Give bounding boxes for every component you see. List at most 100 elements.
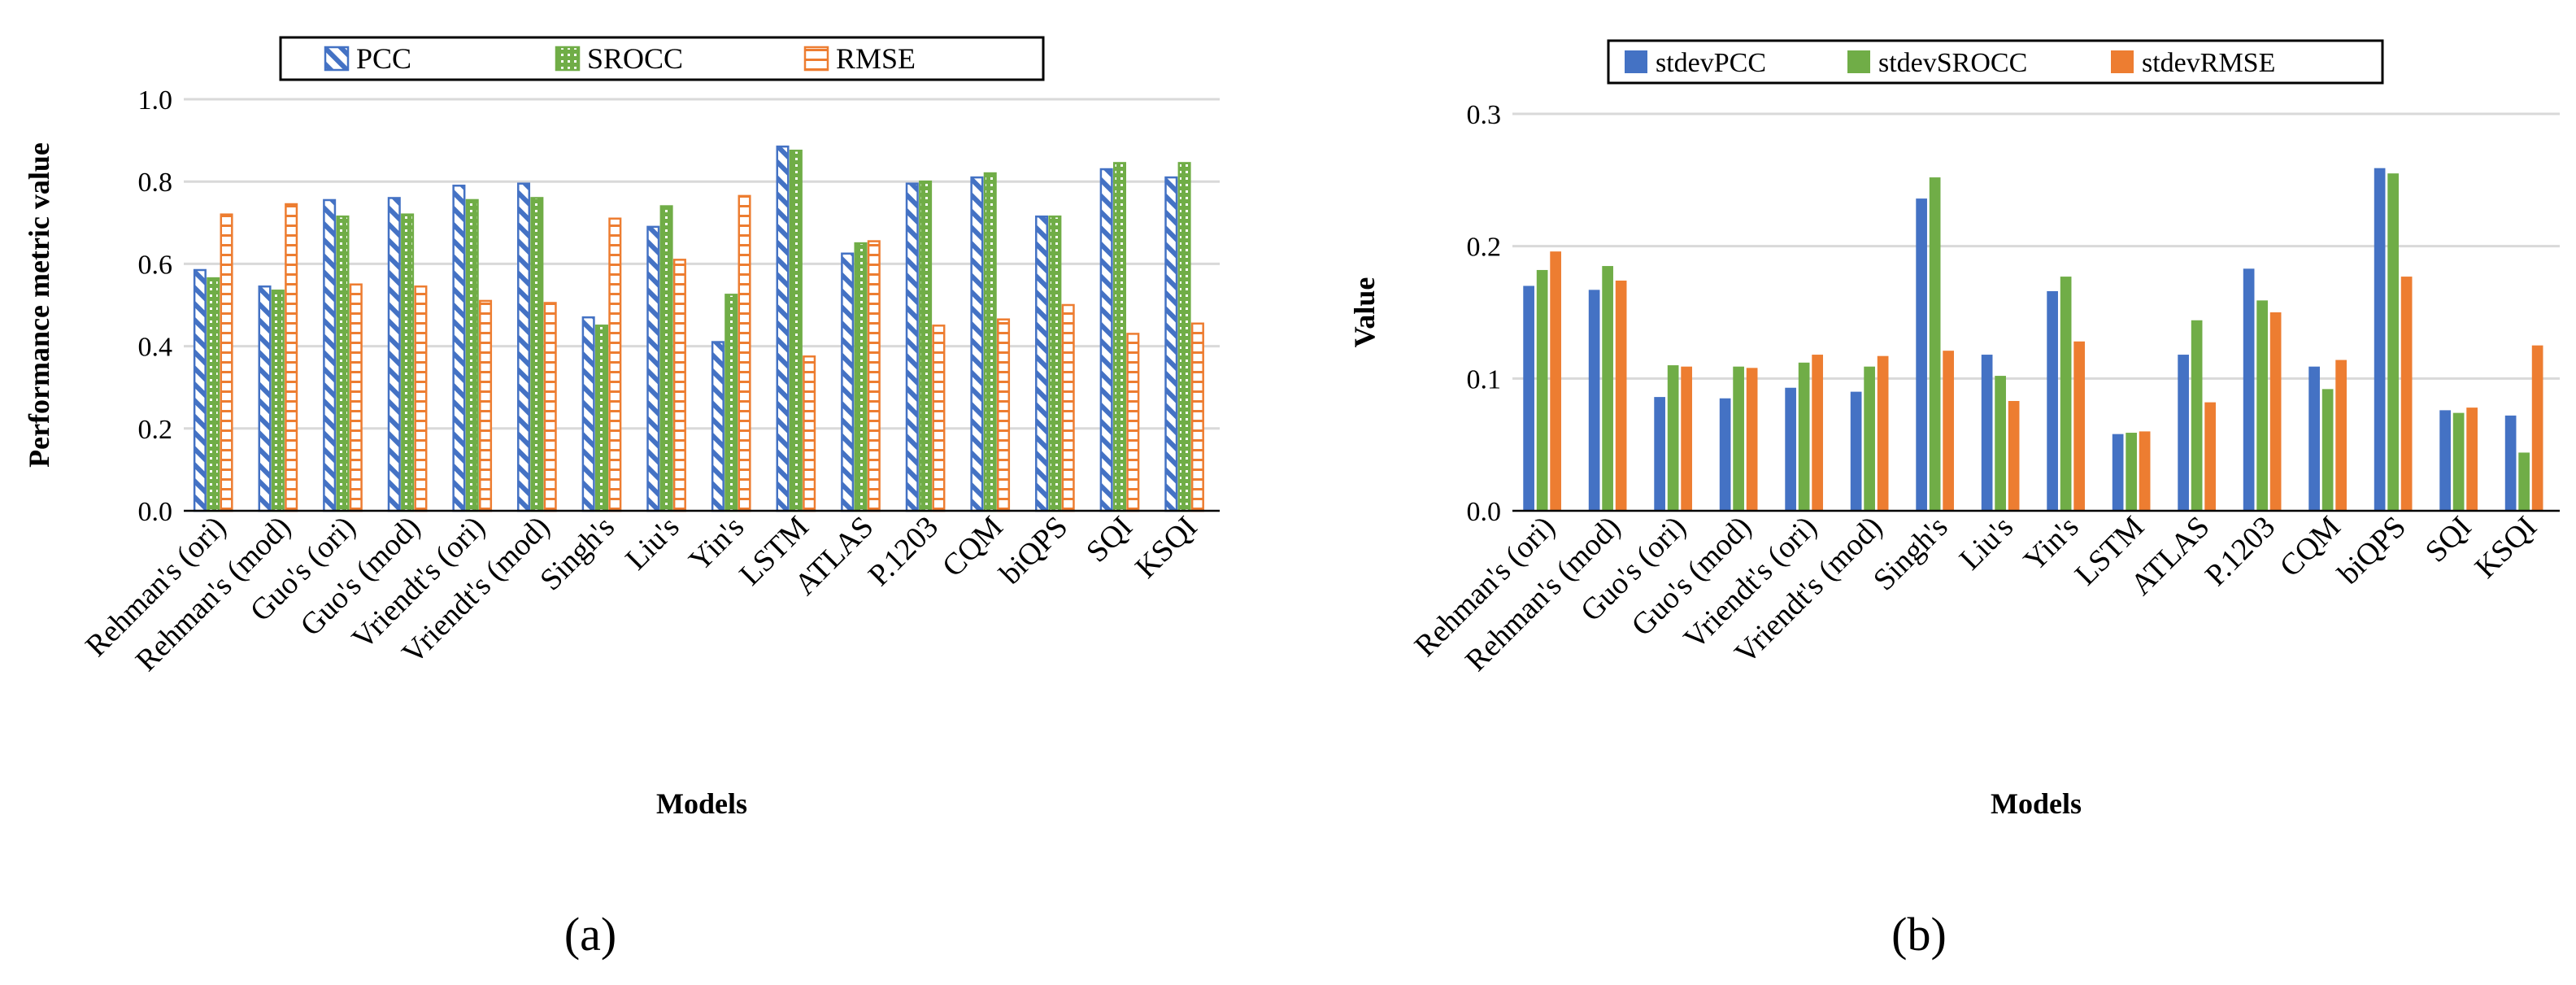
bar-pcc-8 — [711, 341, 724, 512]
legend-label-rmse: stdevRMSE — [2142, 48, 2275, 78]
bar-pcc-12 — [2308, 366, 2320, 511]
x-tick-label: KSQI — [2469, 510, 2543, 585]
bar-srocc-6 — [594, 325, 608, 512]
bar-rmse-10 — [2204, 402, 2216, 511]
bar-srocc-9 — [789, 150, 803, 512]
bar-pcc-14 — [2439, 410, 2451, 511]
bar-rmse-3 — [1746, 368, 1758, 511]
bar-rmse-5 — [543, 302, 557, 512]
bar-srocc-4 — [465, 198, 479, 512]
bar-pcc-0 — [193, 268, 207, 512]
bar-rmse-12 — [2335, 360, 2347, 511]
y-axis-title: Value — [1348, 277, 1381, 348]
bar-rmse-13 — [1061, 303, 1075, 512]
y-tick-label: 0.0 — [138, 497, 173, 527]
legend-swatch-pcc — [324, 46, 350, 72]
bar-pcc-3 — [1719, 398, 1731, 511]
bar-pcc-13 — [1035, 215, 1049, 512]
y-tick-label: 0.2 — [138, 415, 173, 445]
caption-b: (b) — [1891, 908, 1947, 961]
bar-pcc-15 — [2504, 415, 2517, 511]
bar-pcc-6 — [581, 316, 595, 512]
bar-srocc-7 — [659, 205, 673, 512]
bar-rmse-1 — [1615, 280, 1627, 511]
x-axis-title: Models — [1991, 787, 2082, 820]
bar-pcc-10 — [841, 252, 855, 512]
bar-srocc-2 — [1667, 365, 1679, 511]
bar-pcc-9 — [2112, 434, 2124, 511]
legend-swatch-rmse — [803, 46, 829, 72]
bar-srocc-0 — [207, 277, 220, 512]
bar-pcc-7 — [646, 225, 660, 512]
bar-pcc-7 — [1981, 355, 1993, 511]
bar-pcc-0 — [1523, 285, 1534, 511]
bar-rmse-9 — [803, 355, 816, 512]
y-tick-label: 0.0 — [1467, 497, 1502, 527]
legend-label-srocc: stdevSROCC — [1878, 48, 2027, 78]
bar-rmse-0 — [1550, 251, 1561, 511]
legend-swatch-pcc — [1625, 50, 1647, 73]
x-tick-label: P.1203 — [862, 510, 945, 593]
x-tick-label: P.1203 — [2199, 510, 2282, 593]
bar-srocc-8 — [2060, 277, 2072, 511]
bar-rmse-14 — [2466, 408, 2478, 511]
bar-srocc-12 — [2321, 389, 2334, 511]
bar-rmse-12 — [997, 318, 1011, 512]
bar-srocc-15 — [1177, 162, 1191, 512]
bar-pcc-15 — [1164, 176, 1178, 512]
legend-label-pcc: stdevPCC — [1656, 48, 1766, 78]
bar-srocc-11 — [919, 180, 933, 512]
bar-rmse-4 — [1812, 355, 1823, 511]
bar-pcc-12 — [970, 176, 984, 512]
bar-rmse-7 — [2008, 400, 2020, 511]
bar-rmse-0 — [220, 213, 233, 512]
bar-srocc-14 — [1112, 162, 1126, 512]
y-axis-title: Performance metric value — [23, 142, 55, 468]
legend-box — [1607, 39, 2384, 85]
legend-label-pcc: PCC — [356, 42, 411, 75]
bar-pcc-8 — [2047, 290, 2058, 511]
bar-srocc-4 — [1798, 362, 1810, 511]
bar-pcc-13 — [2374, 168, 2386, 511]
caption-a: (a) — [564, 908, 616, 961]
y-tick-label: 0.2 — [1467, 233, 1502, 263]
y-tick-label: 0.3 — [1467, 100, 1502, 130]
bar-rmse-1 — [285, 203, 298, 512]
bar-pcc-4 — [452, 185, 466, 512]
bar-srocc-6 — [1929, 177, 1941, 511]
bar-rmse-11 — [932, 325, 946, 512]
bar-pcc-2 — [1654, 397, 1665, 511]
bar-rmse-4 — [479, 299, 493, 512]
bar-rmse-13 — [2400, 277, 2413, 511]
bar-pcc-5 — [1850, 391, 1862, 511]
bar-srocc-13 — [1048, 215, 1062, 512]
legend-swatch-rmse — [2111, 50, 2134, 73]
bar-srocc-8 — [724, 294, 738, 512]
bar-rmse-10 — [867, 240, 881, 512]
legend-label-srocc: SROCC — [587, 42, 683, 75]
y-tick-label: 0.4 — [138, 333, 173, 363]
bar-rmse-2 — [349, 283, 363, 512]
bar-rmse-5 — [1877, 355, 1889, 511]
bar-rmse-15 — [2531, 345, 2543, 511]
bar-srocc-5 — [530, 197, 544, 512]
bar-pcc-11 — [905, 182, 919, 512]
bar-rmse-6 — [1943, 351, 1954, 511]
bar-rmse-6 — [608, 217, 622, 512]
x-tick-label: Liu's — [619, 510, 685, 577]
bar-pcc-1 — [1588, 290, 1600, 511]
y-tick-label: 0.1 — [1467, 364, 1502, 394]
bar-srocc-10 — [2191, 320, 2203, 511]
x-tick-label: KSQI — [1129, 510, 1203, 585]
bar-pcc-5 — [517, 182, 531, 512]
y-tick-label: 0.8 — [138, 168, 173, 198]
bar-rmse-8 — [2073, 341, 2085, 511]
bar-rmse-7 — [672, 259, 686, 512]
legend-box — [279, 36, 1045, 81]
bar-srocc-1 — [1602, 266, 1613, 511]
bar-pcc-3 — [387, 197, 401, 512]
bar-srocc-7 — [1995, 376, 2006, 511]
bar-pcc-2 — [323, 198, 337, 512]
